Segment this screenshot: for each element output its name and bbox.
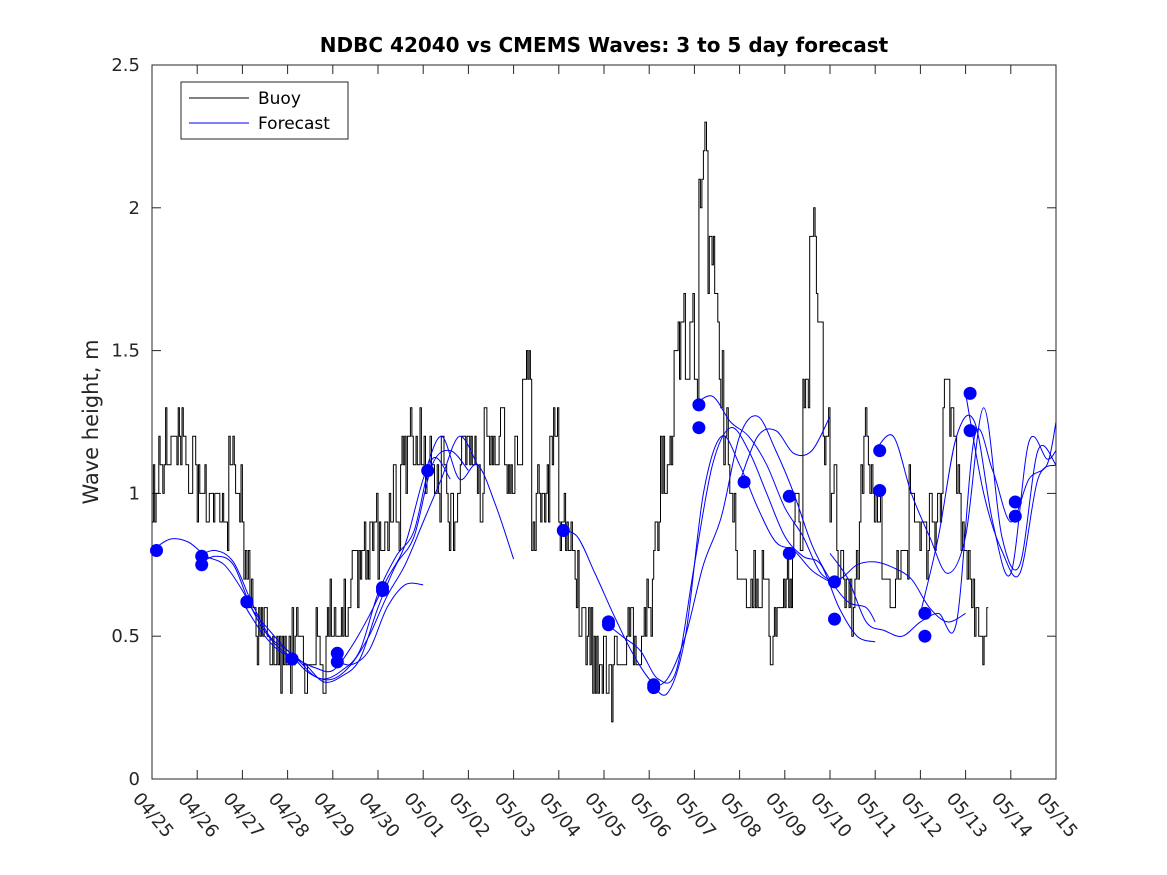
- forecast-start-marker: [963, 424, 977, 438]
- forecast-start-marker: [828, 575, 841, 589]
- forecast-start-marker: [376, 581, 389, 595]
- y-axis-label: Wave height, m: [79, 339, 103, 504]
- forecast-start-marker: [195, 558, 209, 572]
- forecast-start-marker: [602, 618, 615, 632]
- legend-buoy-label: Buoy: [258, 89, 301, 109]
- forecast-line: [151, 435, 515, 673]
- y-tick-label: 0: [129, 769, 140, 790]
- forecast-start-marker: [828, 612, 841, 626]
- forecast-line: [196, 449, 469, 683]
- forecast-line: [241, 435, 478, 681]
- forecast-start-marker: [692, 421, 706, 435]
- y-tick-label: 1.5: [111, 341, 140, 362]
- forecast-start-marker: [285, 652, 299, 666]
- forecast-start-marker: [240, 595, 254, 609]
- forecast-start-marker: [330, 655, 344, 669]
- y-tick-label: 1: [129, 483, 140, 504]
- forecast-start-marker: [873, 484, 887, 497]
- forecast-start-marker: [873, 444, 887, 458]
- forecast-line: [965, 393, 1057, 578]
- forecast-start-marker: [556, 524, 570, 537]
- forecast-line: [332, 582, 424, 666]
- forecast-line: [874, 407, 1057, 574]
- y-tick-label: 0.5: [111, 626, 140, 647]
- forecast-line: [197, 456, 451, 680]
- chart-title: NDBC 42040 vs CMEMS Waves: 3 to 5 day fo…: [320, 33, 889, 57]
- legend: Buoy Forecast: [180, 81, 349, 140]
- forecast-start-marker: [963, 386, 977, 400]
- forecast-start-marker: [647, 678, 661, 692]
- legend-box: [180, 81, 349, 140]
- forecast-start-markers: [150, 386, 1022, 695]
- y-axis-ticks: 0 0.5 1 1.5 2 2.5: [111, 55, 1056, 790]
- forecast-start-marker: [1008, 509, 1022, 523]
- forecast-line: [648, 415, 876, 689]
- legend-forecast-label: Forecast: [258, 114, 330, 134]
- forecast-series: [151, 393, 1057, 696]
- forecast-start-marker: [737, 475, 751, 489]
- forecast-start-marker: [1008, 495, 1022, 509]
- forecast-start-marker: [918, 606, 932, 620]
- forecast-start-marker: [782, 489, 796, 503]
- forecast-start-marker: [782, 546, 796, 560]
- forecast-line: [739, 416, 831, 483]
- forecast-line: [829, 421, 1057, 637]
- forecast-start-marker: [150, 544, 163, 557]
- y-tick-label: 2: [129, 198, 140, 219]
- forecast-start-marker: [692, 398, 706, 412]
- forecast-start-marker: [421, 464, 435, 478]
- y-tick-label: 2.5: [111, 55, 140, 76]
- forecast-start-marker: [918, 629, 932, 643]
- forecast-line: [919, 414, 1057, 614]
